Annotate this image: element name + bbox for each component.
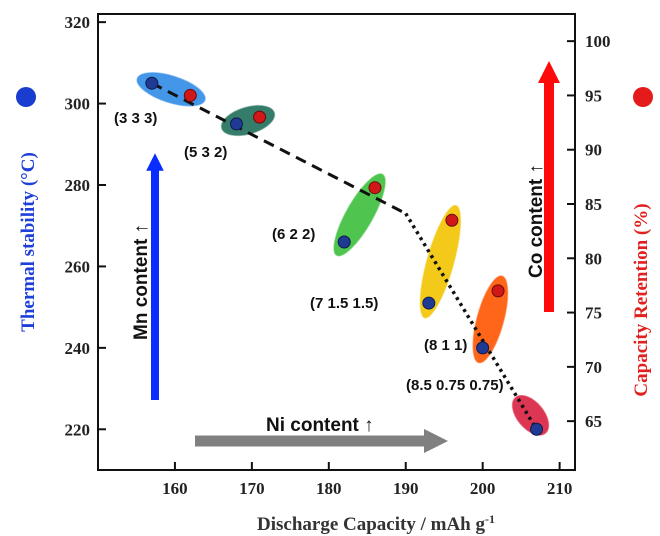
right-y-tick-label: 65 [585,412,602,431]
composition-label: (3 3 3) [114,110,157,127]
composition-label: (6 2 2) [272,226,315,243]
right-y-tick-label: 80 [585,249,602,268]
right-axis-ticks: 65 70 75 80 85 90 95 100 [567,32,611,431]
x-tick-label: 190 [393,479,419,498]
right-y-tick-label: 75 [585,304,602,323]
composition-labels: (3 3 3) (5 3 2) (6 2 2) (7 1.5 1.5) (8 1 1) (… [114,110,504,394]
data-points [145,76,544,436]
right-y-tick-label: 95 [585,86,602,105]
composition-ellipse [220,104,276,137]
left-y-tick-label: 300 [65,95,91,114]
x-tick-label: 170 [239,479,265,498]
left-y-tick-label: 220 [65,420,91,439]
composition-label: (8.5 0.75 0.75) [406,377,504,394]
left-y-tick-label: 260 [65,257,91,276]
thermal-stability-point [229,117,243,131]
thermal-stability-point [337,235,351,249]
capacity-retention-point [491,284,505,298]
trend-line [151,81,539,431]
right-axis-marker [633,87,653,107]
x-tick-label: 210 [547,479,573,498]
composition-ellipse [135,71,207,108]
capacity-retention-point [445,213,459,227]
co-content-label: Co content ↑ [526,164,547,278]
right-axis-title: Capacity Retention (%) [631,203,652,396]
trend-line-dotted [404,212,539,431]
left-y-tick-label: 320 [65,13,91,32]
thermal-stability-point [422,296,436,310]
x-tick-label: 200 [470,479,496,498]
x-tick-label: 160 [162,479,188,498]
x-axis-ticks: 160 170 180 190 200 210 [162,462,572,498]
mn-content-label: Mn content ↑ [131,224,152,340]
composition-ellipse [510,394,551,437]
composition-ellipse [332,172,387,258]
left-axis-title: Thermal stability (°C) [18,152,39,332]
left-axis-ticks: 220 240 260 280 300 320 [65,13,106,439]
plot-frame [97,13,576,471]
thermal-stability-point [145,76,159,90]
ni-content-label: Ni content ↑ [266,415,374,436]
trend-line-dashed [151,81,407,215]
thermal-stability-point [476,341,490,355]
right-y-tick-label: 90 [585,141,602,160]
composition-ellipse [418,203,462,320]
capacity-retention-point [253,110,267,124]
capacity-retention-point [183,88,197,102]
composition-label: (7 1.5 1.5) [310,295,378,312]
x-axis-title: Discharge Capacity / mAh g-1 [257,512,495,535]
left-y-tick-label: 280 [65,176,91,195]
x-tick-label: 180 [316,479,342,498]
composition-label: (5 3 2) [184,144,227,161]
right-y-tick-label: 70 [585,358,602,377]
thermal-stability-point [530,422,544,436]
right-y-tick-label: 100 [585,32,611,51]
composition-label: (8 1 1) [424,337,467,354]
left-y-tick-label: 240 [65,339,91,358]
right-y-tick-label: 85 [585,195,602,214]
left-axis-marker [16,87,36,107]
capacity-retention-point [368,181,382,195]
